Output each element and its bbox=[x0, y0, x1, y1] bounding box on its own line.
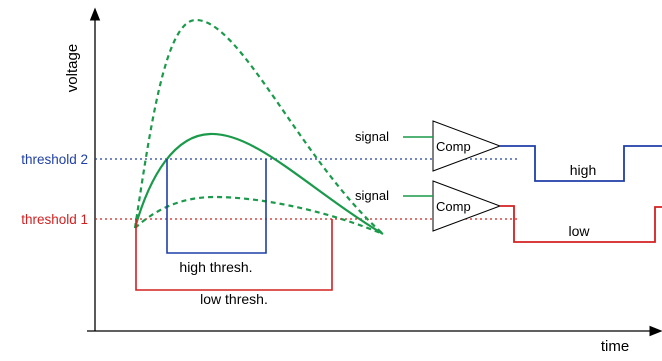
comparator-top-input-label: signal bbox=[355, 129, 389, 144]
x-axis-label: time bbox=[601, 338, 629, 355]
comparator-bottom-input-label: signal bbox=[355, 188, 389, 203]
low-output-label: low bbox=[568, 223, 590, 239]
high-thresh-pulse bbox=[166, 159, 267, 254]
signal-curve-medium-solid bbox=[133, 132, 384, 235]
high-output-label: high bbox=[570, 162, 596, 178]
comparator-top bbox=[432, 120, 502, 172]
low-thresh-pulse bbox=[135, 219, 333, 291]
comparator-top-label: Comp bbox=[436, 139, 471, 154]
low-output-waveform bbox=[500, 205, 662, 243]
signal-curve-large-dashed bbox=[133, 18, 384, 235]
comparator-bottom-label: Comp bbox=[436, 199, 471, 214]
y-axis-label: voltage bbox=[64, 44, 81, 92]
low-thresh-label: low thresh. bbox=[200, 291, 268, 307]
signal-curve-small-dashed bbox=[134, 195, 384, 236]
comparator-bottom bbox=[432, 180, 502, 232]
threshold-2-label: threshold 2 bbox=[21, 152, 88, 167]
high-output-waveform bbox=[500, 145, 662, 182]
high-thresh-label: high thresh. bbox=[179, 259, 252, 275]
threshold-1-label: threshold 1 bbox=[21, 212, 88, 227]
